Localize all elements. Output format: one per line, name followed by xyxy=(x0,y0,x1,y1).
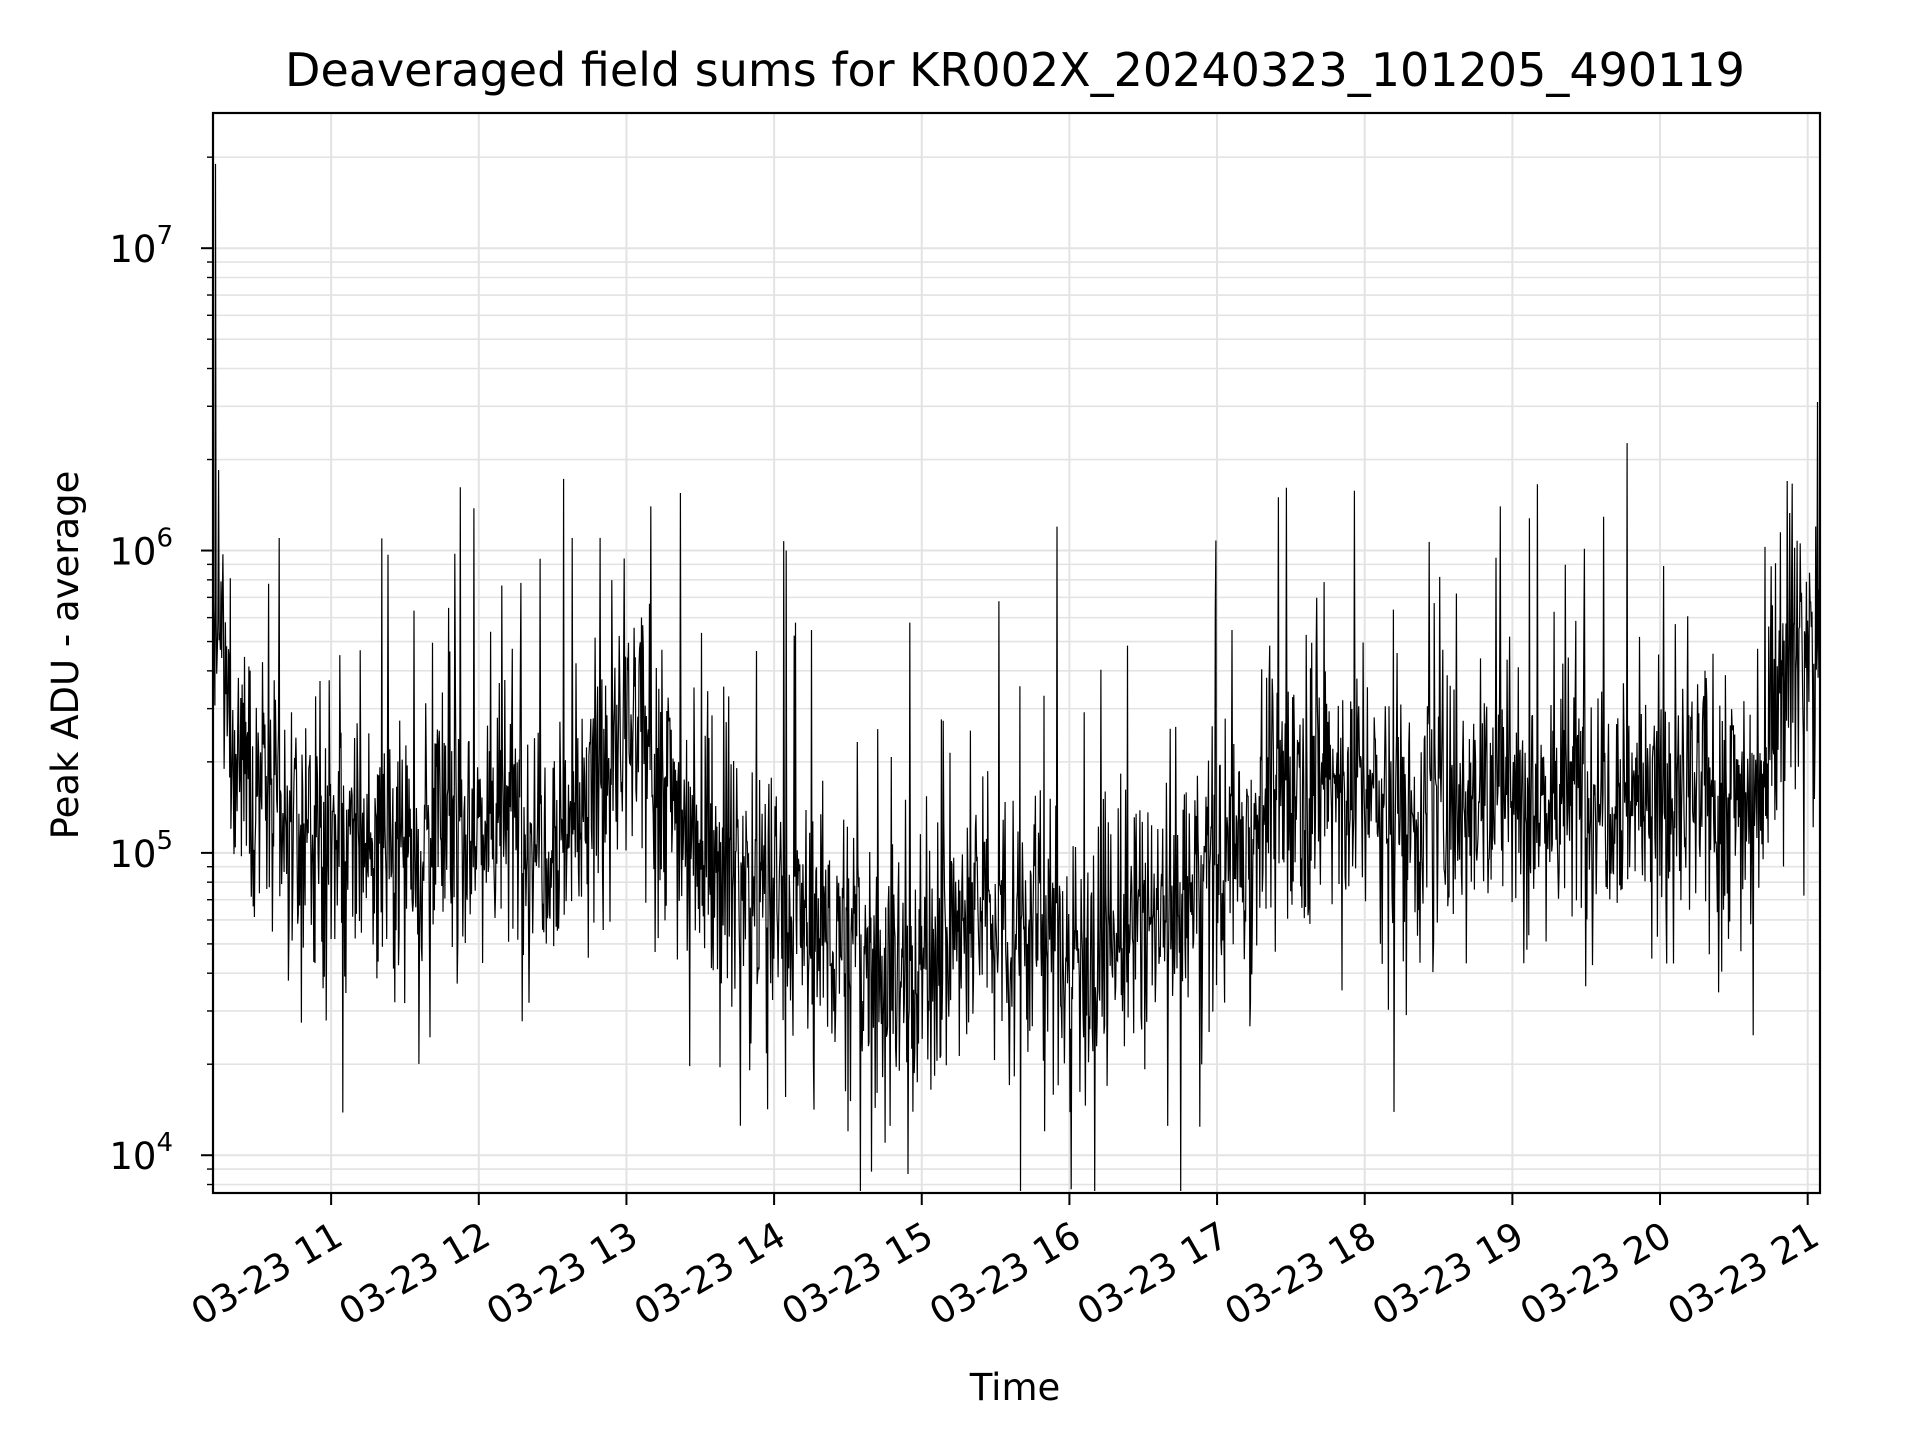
plot-layer xyxy=(212,163,1821,1192)
y-tick-label: 104 xyxy=(109,1128,173,1178)
chart-title: Deaveraged field sums for KR002X_2024032… xyxy=(285,43,1745,97)
x-axis-label: Time xyxy=(969,1366,1061,1409)
y-tick-label: 107 xyxy=(109,221,173,271)
plot-frame xyxy=(211,111,1822,1195)
y-tick-label: 106 xyxy=(109,524,173,574)
y-axis-label: Peak ADU - average xyxy=(44,471,87,840)
y-tick-label: 105 xyxy=(109,826,173,876)
y-axis: 104 105 106 107 xyxy=(109,156,213,1186)
series-line xyxy=(212,163,1821,1192)
